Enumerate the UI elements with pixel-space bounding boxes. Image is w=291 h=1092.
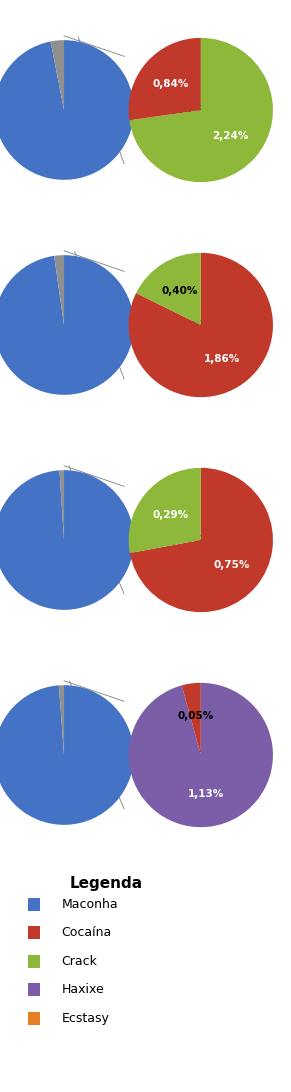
Wedge shape bbox=[0, 256, 134, 395]
Text: 0,84%: 0,84% bbox=[152, 79, 189, 90]
Text: 2,26%: 2,26% bbox=[165, 320, 204, 330]
Bar bbox=[28, 954, 40, 968]
Wedge shape bbox=[0, 40, 134, 180]
Text: 3,08%: 3,08% bbox=[165, 105, 204, 115]
Text: 0,29%: 0,29% bbox=[152, 510, 188, 520]
Wedge shape bbox=[51, 40, 64, 110]
Text: Cocaína: Cocaína bbox=[62, 926, 112, 939]
Bar bbox=[28, 898, 40, 911]
Text: 0,40%: 0,40% bbox=[162, 286, 198, 296]
Bar bbox=[28, 1011, 40, 1025]
Wedge shape bbox=[129, 38, 201, 120]
Text: 1,86%: 1,86% bbox=[204, 354, 240, 364]
Text: 0,05%: 0,05% bbox=[178, 711, 214, 721]
Wedge shape bbox=[129, 467, 201, 553]
Wedge shape bbox=[54, 256, 64, 325]
Bar bbox=[28, 983, 40, 996]
Wedge shape bbox=[59, 685, 64, 755]
Text: Crack: Crack bbox=[62, 954, 97, 968]
Text: 0,75%: 0,75% bbox=[213, 560, 249, 570]
Wedge shape bbox=[0, 685, 134, 824]
Wedge shape bbox=[129, 38, 273, 182]
Wedge shape bbox=[129, 682, 273, 827]
Wedge shape bbox=[182, 682, 201, 755]
Wedge shape bbox=[0, 471, 134, 609]
Wedge shape bbox=[136, 253, 201, 325]
Text: Ecstasy: Ecstasy bbox=[62, 1011, 110, 1024]
Bar bbox=[28, 926, 40, 939]
Text: Legenda: Legenda bbox=[70, 876, 143, 891]
Wedge shape bbox=[130, 467, 273, 613]
Text: 1,17%: 1,17% bbox=[165, 750, 204, 760]
Text: Haxixe: Haxixe bbox=[62, 983, 104, 996]
Wedge shape bbox=[59, 471, 64, 541]
Wedge shape bbox=[129, 253, 273, 397]
Text: Maconha: Maconha bbox=[62, 898, 118, 911]
Text: 1,04%: 1,04% bbox=[165, 535, 204, 545]
Text: 2,24%: 2,24% bbox=[213, 131, 249, 141]
Text: 1,13%: 1,13% bbox=[188, 790, 224, 799]
